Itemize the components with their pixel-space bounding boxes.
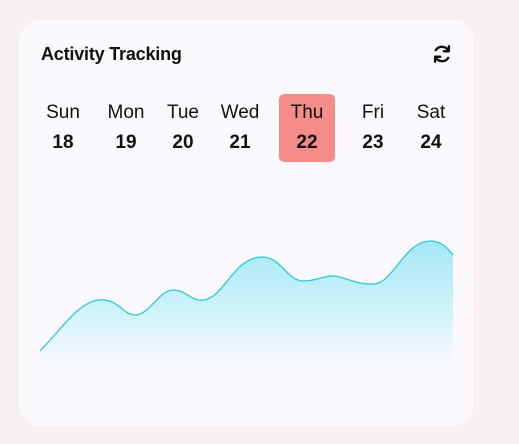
day-mon[interactable]: Mon 19 [98,94,154,162]
day-sat[interactable]: Sat 24 [403,94,459,162]
activity-area-fill [40,241,453,390]
day-name: Mon [107,102,145,123]
day-name: Thu [290,102,324,123]
day-fri[interactable]: Fri 23 [345,94,401,162]
day-date: 18 [52,132,74,153]
activity-line [39,240,454,352]
card-title: Activity Tracking [41,44,182,64]
day-date: 22 [296,132,318,153]
day-thu-selected[interactable]: Thu 22 [279,94,335,162]
day-name: Sat [416,102,446,123]
day-date: 20 [172,132,194,153]
day-date: 19 [115,132,137,153]
day-name: Wed [220,102,260,123]
day-tue[interactable]: Tue 20 [155,94,211,162]
day-wed[interactable]: Wed 21 [212,94,268,162]
day-name: Sun [46,102,80,123]
day-date: 23 [362,132,384,153]
activity-tracking-card: Activity Tracking Sun 18 Mon 19 Tue 20 W… [19,20,474,426]
refresh-icon [433,45,451,63]
day-date: 24 [420,132,442,153]
day-name: Fri [361,102,385,123]
day-sun[interactable]: Sun 18 [35,94,91,162]
activity-area-chart [39,240,454,390]
refresh-button[interactable] [431,43,453,65]
day-name: Tue [166,102,200,123]
day-date: 21 [229,132,251,153]
